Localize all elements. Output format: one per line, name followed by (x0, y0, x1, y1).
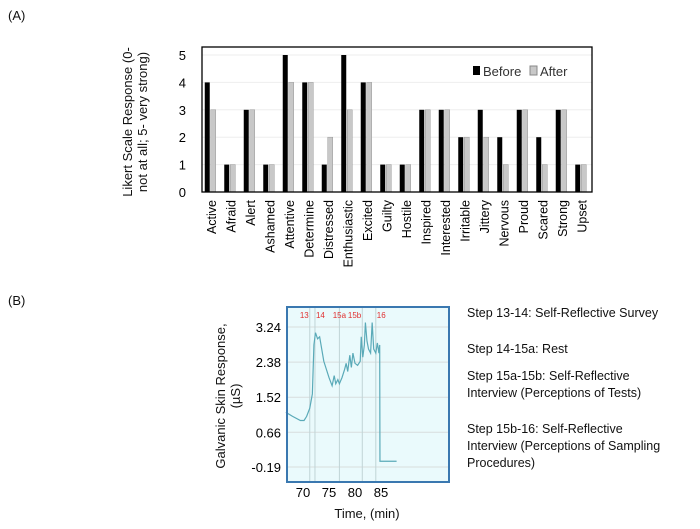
x-tick-label: Ashamed (263, 200, 277, 253)
plot-background (287, 307, 449, 482)
bar-after (210, 109, 216, 193)
bar-after (581, 164, 587, 193)
bar-after (230, 164, 236, 193)
y-tick-label: 1 (179, 158, 186, 173)
x-tick-label: Interested (439, 200, 453, 256)
gsr-line (285, 322, 397, 462)
step-marker-label: 15a (333, 311, 347, 320)
legend-swatch (473, 66, 480, 75)
x-tick-label: Excited (361, 200, 375, 241)
x-tick-label: Scared (536, 200, 550, 240)
x-tick-label: 80 (348, 485, 362, 500)
bar-before (419, 109, 425, 192)
step-note-3: Step 15a-15b: Self-Reflective Interview … (467, 369, 642, 400)
step-marker-label: 13 (300, 311, 309, 320)
y-tick-label: 0.66 (256, 425, 281, 440)
bar-before (497, 137, 503, 192)
bar-after (542, 164, 548, 193)
bar-before (575, 164, 581, 192)
x-tick-label: Alert (244, 199, 258, 225)
bar-before (224, 164, 230, 192)
legend-swatch (529, 65, 538, 76)
bar-before (263, 164, 269, 192)
bar-after (327, 136, 333, 193)
bar-before (458, 137, 464, 192)
bar-after (522, 109, 528, 193)
x-tick-label: Upset (575, 199, 589, 232)
x-tick-label: Enthusiastic (341, 200, 355, 267)
x-tick-label: Hostile (400, 200, 414, 238)
step-note-4: Step 15b-16: Self-Reflective Interview (… (467, 422, 661, 470)
x-tick-label: 70 (296, 485, 310, 500)
plot-frame (201, 46, 593, 193)
y-tick-label: 5 (179, 48, 186, 63)
x-tick-label: 75 (322, 485, 336, 500)
panel-label-b: (B) (8, 293, 26, 308)
step-marker-label: 15b (348, 311, 362, 320)
y-tick-label: 1.52 (256, 390, 281, 405)
bar-before (477, 109, 483, 192)
x-tick-label: Guilty (380, 199, 394, 232)
x-tick-label: 85 (374, 485, 388, 500)
x-tick-label: Attentive (283, 200, 297, 249)
bar-before (321, 164, 327, 192)
y-tick-label: 3.24 (256, 320, 281, 335)
bar-before (516, 109, 522, 192)
step-marker-label: 16 (377, 311, 386, 320)
bar-before (555, 109, 561, 192)
bar-before (399, 164, 405, 192)
y-tick-label: 2 (179, 130, 186, 145)
bar-before (341, 55, 347, 192)
plot-frame (286, 306, 450, 483)
bar-before (204, 82, 210, 192)
gsr-xlabel: Time, (min) (334, 506, 400, 521)
bar-after (464, 136, 470, 193)
step-marker-label: 14 (316, 311, 325, 320)
bar-after (483, 136, 489, 193)
x-tick-label: Proud (517, 200, 531, 233)
legend-label: After (540, 64, 568, 79)
y-tick-label: 0 (179, 185, 186, 200)
y-tick-label: 4 (179, 75, 186, 90)
y-tick-label: 3 (179, 103, 186, 118)
bar-after (269, 164, 275, 193)
bar-after (308, 82, 314, 193)
x-tick-label: Nervous (497, 200, 511, 247)
x-tick-label: Inspired (419, 200, 433, 245)
legend-label: Before (483, 64, 521, 79)
bar-after (347, 109, 353, 193)
x-tick-label: Determine (302, 200, 316, 258)
bar-before (302, 82, 308, 192)
y-tick-label: -0.19 (251, 460, 281, 475)
x-tick-label: Jittery (478, 199, 492, 233)
bar-after (405, 164, 411, 193)
x-tick-label: Strong (556, 200, 570, 237)
step-note-2: Step 14-15a: Rest (467, 342, 568, 356)
bar-after (288, 82, 294, 193)
x-tick-label: Distressed (322, 200, 336, 259)
bar-before (380, 164, 386, 192)
bar-before (243, 109, 249, 192)
x-tick-label: Irritable (458, 200, 472, 242)
bar-after (425, 109, 431, 193)
bar-before (438, 109, 444, 192)
step-note-1: Step 13-14: Self-Reflective Survey (467, 306, 659, 320)
y-tick-label: 2.38 (256, 355, 281, 370)
bar-after (386, 164, 392, 193)
bar-after (249, 109, 255, 193)
bar-after (444, 109, 450, 193)
bar-before (282, 55, 288, 192)
bar-after (503, 164, 509, 193)
x-tick-label: Active (205, 200, 219, 234)
bar-before (360, 82, 366, 192)
panel-label-a: (A) (8, 8, 26, 23)
bar-before (536, 137, 542, 192)
bar-after (561, 109, 567, 193)
bar-after (366, 82, 372, 193)
x-tick-label: Afraid (224, 200, 238, 233)
